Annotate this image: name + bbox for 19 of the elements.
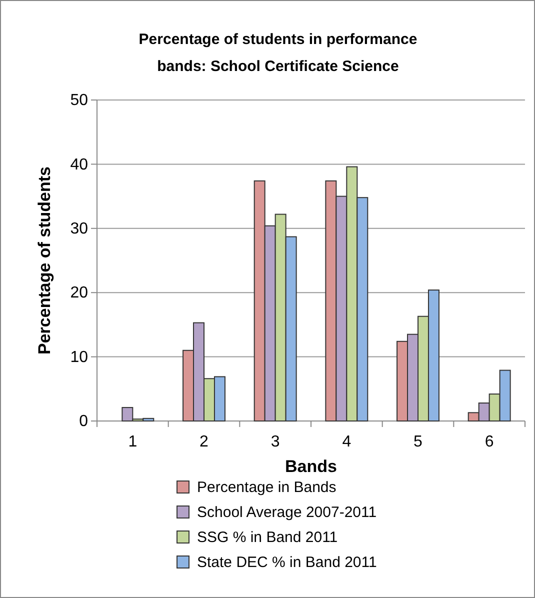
legend-label: SSG % in Band 2011 xyxy=(197,529,338,546)
y-tick-label: 10 xyxy=(70,348,88,366)
x-tick-label: 5 xyxy=(414,433,423,450)
y-axis-title: Percentage of students xyxy=(35,166,54,354)
chart-title: Percentage of students in performance bands: School Certificate Science xyxy=(138,31,418,75)
legend-label: State DEC % in Band 2011 xyxy=(197,554,377,571)
x-tick-label: 2 xyxy=(200,433,209,450)
x-tick-label: 4 xyxy=(342,433,352,450)
x-tick-label: 1 xyxy=(128,433,138,450)
x-tick-label: 6 xyxy=(484,433,494,450)
y-tick-label: 20 xyxy=(70,284,88,302)
legend-label: Percentage in Bands xyxy=(197,479,336,496)
y-tick-label: 50 xyxy=(70,92,88,110)
legend-label: School Average 2007-2011 xyxy=(197,504,377,521)
y-tick-label: 0 xyxy=(79,413,88,430)
x-tick-label: 3 xyxy=(270,433,280,450)
y-tick-label: 30 xyxy=(70,220,88,238)
x-axis-title: Bands xyxy=(285,457,337,476)
y-tick-label: 40 xyxy=(70,156,88,174)
